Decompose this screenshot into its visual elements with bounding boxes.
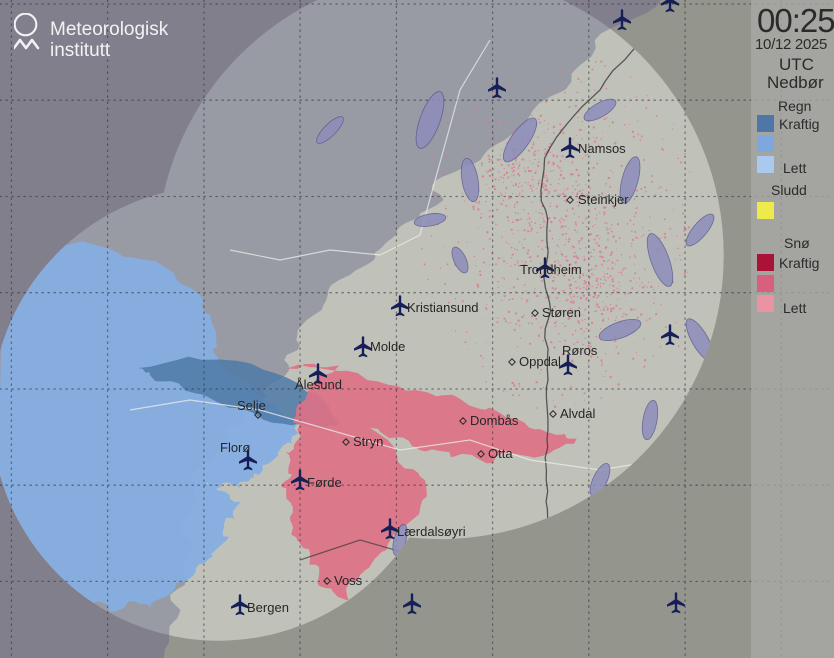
svg-text:Stryn: Stryn — [353, 434, 383, 449]
svg-text:Førde: Førde — [307, 475, 342, 490]
svg-text:Bergen: Bergen — [247, 600, 289, 615]
svg-text:Ålesund: Ålesund — [295, 377, 342, 392]
svg-text:Kristiansund: Kristiansund — [407, 300, 479, 315]
svg-text:Voss: Voss — [334, 573, 363, 588]
svg-text:Florø: Florø — [220, 440, 250, 455]
svg-text:Røros: Røros — [562, 343, 598, 358]
svg-text:Molde: Molde — [370, 339, 405, 354]
svg-text:Lærdalsøyri: Lærdalsøyri — [397, 524, 466, 539]
svg-text:Trondheim: Trondheim — [520, 262, 582, 277]
svg-text:Alvdal: Alvdal — [560, 406, 596, 421]
svg-text:Støren: Støren — [542, 305, 581, 320]
svg-text:Oppdal: Oppdal — [519, 354, 561, 369]
svg-text:Otta: Otta — [488, 446, 513, 461]
svg-text:Dombås: Dombås — [470, 413, 519, 428]
svg-text:Namsos: Namsos — [578, 141, 626, 156]
svg-text:Selje: Selje — [237, 398, 266, 413]
svg-text:Steinkjer: Steinkjer — [578, 192, 629, 207]
